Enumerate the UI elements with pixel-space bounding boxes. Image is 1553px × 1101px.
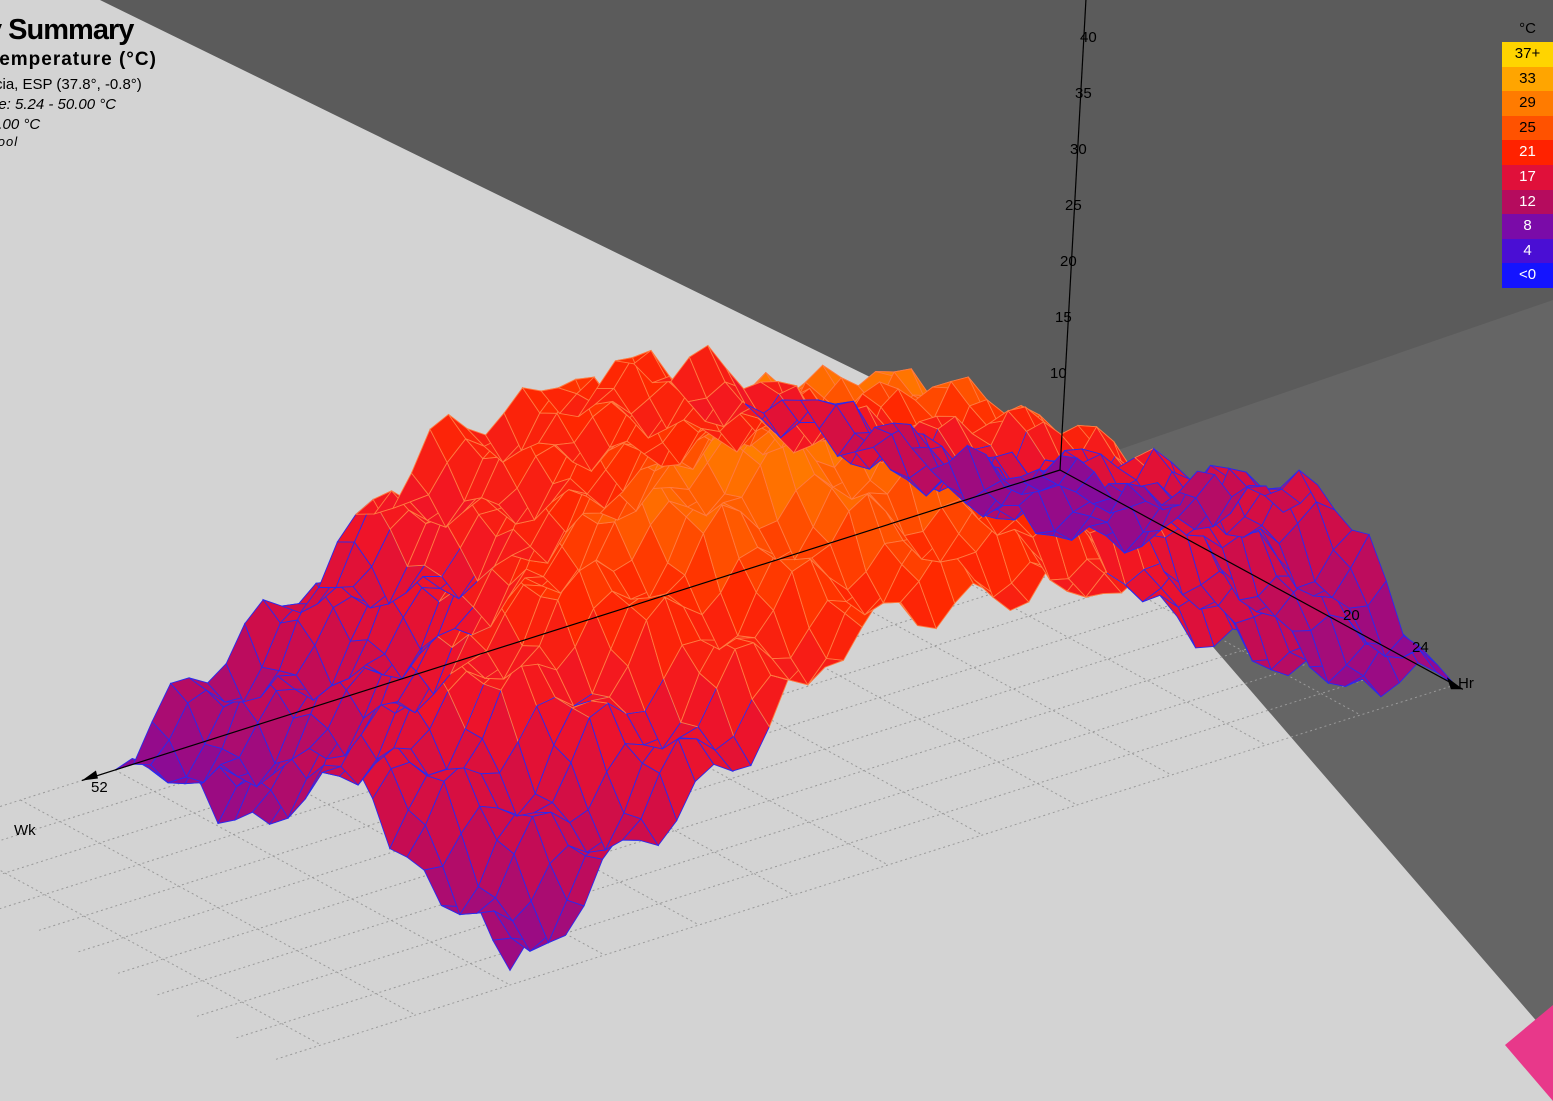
chart-subtitle: Temperature (°C) (0, 49, 157, 70)
floor-grid-line (155, 620, 1337, 996)
z-tick-label: 10 (1050, 365, 1067, 382)
legend-items: 37+ 33 29 25 21 17 12 8 4 <0 (1502, 42, 1553, 288)
back-wall (100, 0, 1553, 1040)
x-tick-label: 20 (1343, 607, 1360, 624)
floor-grid-line (115, 598, 1298, 975)
axis-ticks: 10 15 20 25 30 35 40 20 24 Hr 52 Wk (14, 29, 1474, 839)
z-tick-label: 30 (1070, 141, 1087, 158)
chart-title: y Summary (0, 14, 134, 46)
legend-item: 12 (1502, 189, 1553, 215)
z-axis-line (1059, 0, 1087, 471)
floor-grid-line (76, 577, 1258, 953)
color-legend: °C 37+ 33 29 25 21 17 12 8 4 <0 (1502, 16, 1553, 288)
legend-item: 33 (1502, 66, 1553, 92)
legend-item: <0 (1502, 263, 1553, 288)
x-axis-line (1059, 469, 1464, 690)
floor-grid-line (194, 641, 1377, 1018)
legend-unit: °C (1519, 20, 1536, 37)
z-tick-label: 20 (1060, 253, 1077, 270)
z-tick-label: 15 (1055, 309, 1072, 326)
legend-item: 8 (1502, 214, 1553, 239)
y-axis-line (81, 469, 1061, 782)
location-label: rcia, ESP (37.8°, -0.8°) (0, 76, 142, 93)
x-axis-label: Hr (1458, 675, 1474, 692)
surface-cell (1418, 649, 1456, 686)
floor-grid-line (0, 534, 1179, 910)
z-tick-label: 25 (1065, 197, 1082, 214)
floor-grid-line (36, 555, 1219, 932)
step-label: 1.00 °C (0, 116, 41, 133)
x-axis-arrow (1446, 677, 1463, 690)
y-axis-label: Wk (14, 822, 36, 839)
floor-grid-line (273, 684, 1456, 1061)
legend-item: 4 (1502, 238, 1553, 264)
floor-grid-line (0, 869, 322, 1046)
legend-item: 29 (1502, 91, 1553, 116)
z-tick-label: 40 (1080, 29, 1097, 46)
legend-item: 37+ (1502, 42, 1553, 67)
legend-item: 17 (1502, 164, 1553, 190)
legend-item: 25 (1502, 115, 1553, 141)
tool-label: Tool (0, 134, 19, 149)
y-axis-arrow (81, 770, 98, 781)
temperature-surface (114, 344, 1456, 972)
legend-item: 21 (1502, 140, 1553, 165)
z-tick-label: 35 (1075, 85, 1092, 102)
y-tick-label: 52 (91, 779, 108, 796)
range-label: ge: 5.24 - 50.00 °C (0, 96, 117, 113)
floor-grid-line (234, 663, 1416, 1039)
x-tick-label: 24 (1412, 639, 1429, 656)
axes (81, 0, 1464, 782)
